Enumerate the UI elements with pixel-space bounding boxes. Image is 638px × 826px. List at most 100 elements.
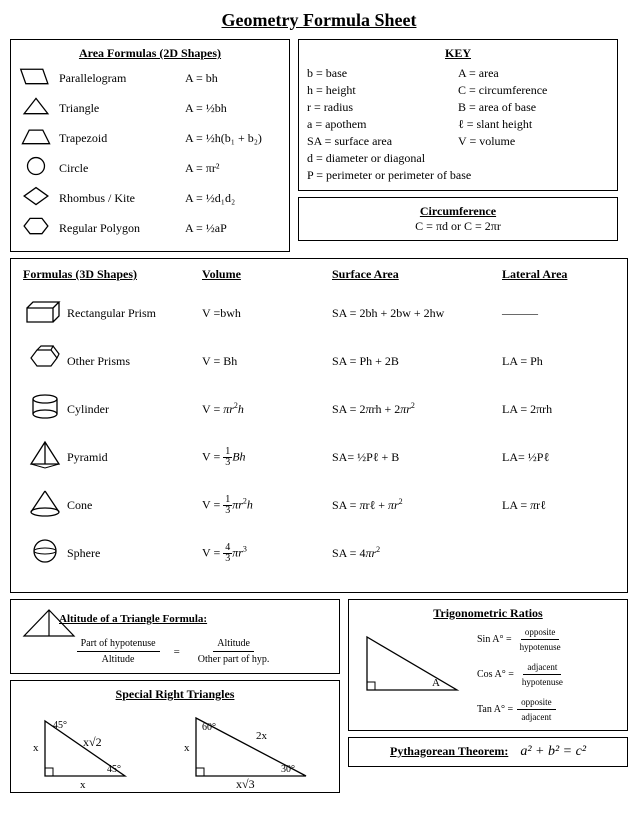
key-title: KEY [307, 46, 609, 61]
circumference-box: Circumference C = πd or C = 2πr [298, 197, 618, 241]
threed-h-sa: Surface Area [332, 267, 502, 282]
area2d-row: Trapezoid A = ½h(b₁ + b₂) [19, 125, 281, 151]
key-item: B = area of base [458, 99, 609, 116]
solid-icon [23, 488, 67, 522]
threed-row: Sphere V = 43πr3 SA = 4πr2 [23, 536, 615, 570]
bottom-left-col: Altitude of a Triangle Formula: Part of … [10, 599, 340, 793]
threed-row: Pyramid V = 13Bh SA= ½Pℓ + B LA= ½Pℓ [23, 440, 615, 474]
pythagorean-label: Pythagorean Theorem: [390, 744, 508, 758]
shape-name: Regular Polygon [59, 221, 179, 236]
solid-lateral-area: LA = Ph [502, 354, 602, 369]
solid-surface-area: SA = πrℓ + πr2 [332, 497, 502, 513]
svg-text:45°: 45° [53, 720, 67, 731]
solid-name: Other Prisms [67, 354, 202, 369]
threed-row: Cone V = 13πr2h SA = πrℓ + πr2 LA = πrℓ [23, 488, 615, 522]
area-2d-title: Area Formulas (2D Shapes) [19, 46, 281, 61]
svg-text:x√2: x√2 [83, 735, 102, 749]
trig-item: Sin A° = opposite hypotenuse [477, 625, 567, 654]
trig-bot: adjacent [517, 710, 555, 724]
svg-text:60°: 60° [202, 722, 216, 733]
trig-triangle-icon: A [357, 625, 467, 705]
threed-row: Cylinder V = πr2h SA = 2πrh + 2πr2 LA = … [23, 392, 615, 426]
srt-title: Special Right Triangles [19, 687, 331, 702]
solid-icon [23, 296, 67, 330]
key-box: KEY b = baseA = areah = heightC = circum… [298, 39, 618, 191]
key-item: P = perimeter or perimeter of base [307, 167, 609, 184]
trig-item: Cos A° = adjacent hypotenuse [477, 660, 567, 689]
solid-lateral-area: LA = 2πrh [502, 402, 602, 417]
area2d-row: Circle A = πr² [19, 155, 281, 181]
key-item: b = base [307, 65, 458, 82]
trig-item: Tan A° = opposite adjacent [477, 695, 567, 724]
solid-name: Cone [67, 498, 202, 513]
circumference-title: Circumference [307, 204, 609, 219]
circumference-formula: C = πd or C = 2πr [307, 219, 609, 234]
key-item: A = area [458, 65, 609, 82]
shape-formula: A = ½bh [185, 101, 281, 116]
top-right-col: KEY b = baseA = areah = heightC = circum… [298, 39, 618, 252]
key-item: r = radius [307, 99, 458, 116]
solid-volume: V = 13Bh [202, 447, 332, 468]
altitude-eq: = [174, 646, 180, 658]
threed-row: Rectangular Prism V =bwh SA = 2bh + 2bw … [23, 296, 615, 330]
key-item: C = circumference [458, 82, 609, 99]
trig-fn: Tan A° = [477, 704, 513, 715]
solid-surface-area: SA = 2πrh + 2πr2 [332, 401, 502, 417]
solid-name: Rectangular Prism [67, 306, 202, 321]
shape-formula: A = πr² [185, 161, 281, 176]
solid-lateral-area: LA= ½Pℓ [502, 450, 602, 465]
trig-box: Trigonometric Ratios A Sin A° = opposite… [348, 599, 628, 731]
solid-surface-area: SA = 4πr2 [332, 545, 502, 561]
srt-3060-icon: 60° 30° x 2x x√3 [176, 706, 326, 786]
shape-name: Triangle [59, 101, 179, 116]
top-row: Area Formulas (2D Shapes) Parallelogram … [10, 39, 628, 252]
shape-icon [19, 185, 53, 211]
svg-text:45°: 45° [107, 764, 121, 775]
key-item: d = diameter or diagonal [307, 150, 609, 167]
key-item: SA = surface area [307, 133, 458, 150]
solid-volume: V = Bh [202, 354, 332, 369]
svg-text:x: x [80, 779, 86, 791]
area2d-row: Parallelogram A = bh [19, 65, 281, 91]
trig-bot: hypotenuse [516, 640, 565, 654]
solid-surface-area: SA= ½Pℓ + B [332, 450, 502, 465]
trig-title: Trigonometric Ratios [357, 606, 619, 621]
key-item: V = volume [458, 133, 609, 150]
shape-formula: A = bh [185, 71, 281, 86]
shape-icon [19, 65, 53, 91]
threed-h-vol: Volume [202, 267, 332, 282]
solid-volume: V = 13πr2h [202, 495, 332, 516]
area-2d-box: Area Formulas (2D Shapes) Parallelogram … [10, 39, 290, 252]
altitude-left-frac: Part of hypotenuse Altitude [77, 636, 160, 667]
solid-name: Pyramid [67, 450, 202, 465]
shape-name: Rhombus / Kite [59, 191, 179, 206]
solid-icon [23, 536, 67, 570]
area2d-row: Regular Polygon A = ½aP [19, 215, 281, 241]
solid-name: Cylinder [67, 402, 202, 417]
srt-4545-icon: 45° 45° x x x√2 [25, 706, 155, 786]
key-item: a = apothem [307, 116, 458, 133]
page-title: Geometry Formula Sheet [10, 10, 628, 31]
shape-formula: A = ½d₁d₂ [185, 191, 281, 206]
area2d-row: Triangle A = ½bh [19, 95, 281, 121]
threed-row: Other Prisms V = Bh SA = Ph + 2B LA = Ph [23, 344, 615, 378]
svg-text:x: x [33, 742, 39, 754]
trig-top: opposite [517, 695, 556, 710]
solid-icon [23, 440, 67, 474]
solid-icon [23, 392, 67, 426]
shape-icon [19, 125, 53, 151]
trig-top: adjacent [523, 660, 561, 675]
altitude-right-frac: Altitude Other part of hyp. [194, 636, 274, 667]
solid-surface-area: SA = Ph + 2B [332, 354, 502, 369]
srt-box: Special Right Triangles 45° 45° x x x√2 … [10, 680, 340, 793]
solid-volume: V = πr2h [202, 401, 332, 417]
svg-text:x: x [184, 742, 190, 754]
shape-formula: A = ½h(b₁ + b₂) [185, 131, 281, 146]
shape-icon [19, 155, 53, 181]
solid-surface-area: SA = 2bh + 2bw + 2hw [332, 306, 502, 321]
threed-h-la: Lateral Area [502, 267, 602, 282]
pythagorean-box: Pythagorean Theorem: a² + b² = c² [348, 737, 628, 767]
trig-bot: hypotenuse [518, 675, 567, 689]
shape-formula: A = ½aP [185, 221, 281, 236]
bottom-row: Altitude of a Triangle Formula: Part of … [10, 599, 628, 793]
